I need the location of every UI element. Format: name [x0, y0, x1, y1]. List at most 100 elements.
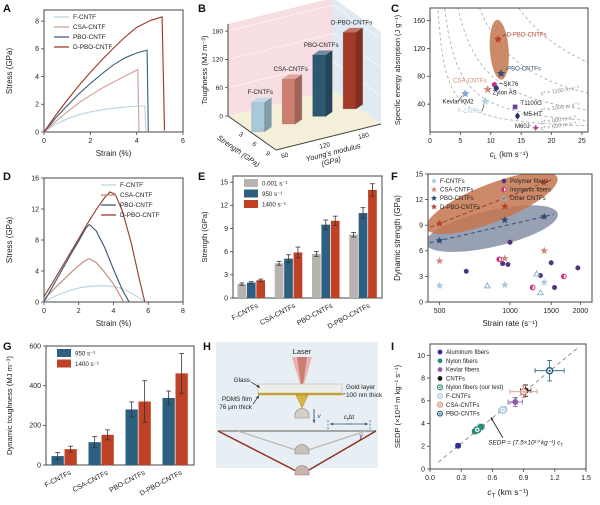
point-CSA-CNTFs	[540, 246, 548, 254]
svg-text:Toughness (MJ m⁻³): Toughness (MJ m⁻³)	[200, 35, 209, 104]
svg-text:F-CNTFs: F-CNTFs	[446, 394, 471, 400]
panel-H-chart: Laser Glass Gold layer 100 nm thick PDMS fil…	[200, 338, 386, 505]
svg-text:0.3: 0.3	[456, 475, 466, 482]
bar-CSA-CNTFs-1400 s⁻¹	[293, 252, 303, 298]
panel-C-chart: c* = 1100 m s⁻¹ c* = 1000 m s⁻¹ c* = 800 m…	[388, 0, 600, 168]
panel-F: F 500 1000 1500 2000 0 3 6 9 12 15 Strain rate (s⁻…	[388, 168, 600, 338]
svg-text:1.2: 1.2	[550, 475, 560, 482]
svg-text:Specific energy absorption (J: Specific energy absorption (J g⁻¹)	[393, 15, 402, 125]
svg-text:PDMS film: PDMS film	[222, 396, 252, 403]
svg-text:F-CNTFs: F-CNTFs	[440, 179, 465, 185]
svg-text:Gold layer: Gold layer	[346, 384, 376, 391]
svg-text:CSA-CNTFs: CSA-CNTFs	[274, 66, 308, 73]
svg-text:SEDP = (7.5×10¹⁰ kg⁻¹) cT: SEDP = (7.5×10¹⁰ kg⁻¹) cT	[488, 440, 563, 448]
point-F-CNTFs	[540, 278, 548, 286]
svg-text:PBO-CNTF: PBO-CNTF	[73, 34, 106, 41]
svg-text:0.6: 0.6	[488, 475, 498, 482]
point-Polymer fibers	[463, 268, 469, 274]
laser-beam-core	[297, 357, 307, 386]
series-D-PBO-CNTF	[43, 191, 146, 303]
series-F-CNTF	[43, 105, 147, 133]
bar-F-CNTFs-950 s⁻¹	[51, 456, 64, 465]
svg-text:Strain rate (s⁻¹): Strain rate (s⁻¹)	[482, 319, 538, 328]
svg-text:500: 500	[434, 308, 446, 315]
svg-text:2: 2	[88, 138, 92, 145]
svg-text:CSA-CNTFs: CSA-CNTFs	[440, 188, 473, 194]
svg-text:Polymer fibers: Polymer fibers	[510, 179, 548, 185]
svg-text:CSA-CNTFs: CSA-CNTFs	[259, 302, 297, 327]
svg-text:Strain (%): Strain (%)	[96, 149, 132, 158]
svg-text:120: 120	[212, 57, 223, 64]
svg-text:60: 60	[281, 152, 290, 161]
svg-text:Zylon AS: Zylon AS	[493, 90, 517, 96]
bar-D-PBO-CNTFs-0.001 s⁻¹	[349, 234, 358, 298]
svg-text:12: 12	[415, 197, 423, 204]
bar-PBO-CNTFs-1400 s⁻¹	[330, 220, 340, 298]
svg-text:180: 180	[212, 28, 223, 35]
svg-text:0: 0	[421, 466, 425, 473]
svg-text:400: 400	[29, 383, 41, 390]
svg-text:40: 40	[417, 102, 425, 109]
projectile	[294, 465, 310, 476]
bar-PBO-CNTFs-1400 s⁻¹	[138, 401, 151, 465]
point-PBO-CNTFs	[540, 212, 548, 220]
point-CSA-CNTFs	[501, 254, 509, 262]
ablation-plume	[295, 394, 309, 409]
panel-label-D: D	[3, 171, 11, 183]
svg-text:15: 15	[415, 171, 423, 178]
svg-text:0: 0	[42, 308, 46, 315]
panel-label-H: H	[203, 341, 211, 353]
trend-ellipses	[428, 174, 558, 252]
svg-text:Glass: Glass	[234, 377, 250, 384]
point-F-CNTFs	[501, 280, 509, 289]
svg-text:CSA-CNTF: CSA-CNTF	[120, 192, 152, 199]
point-M5-HT	[514, 112, 521, 120]
svg-text:600: 600	[29, 343, 41, 350]
svg-text:PBO-CNTFs: PBO-CNTFs	[446, 412, 480, 418]
svg-text:c* = 800 m s⁻¹: c* = 800 m s⁻¹	[540, 115, 577, 127]
svg-text:D-PBO-CNTF: D-PBO-CNTF	[73, 44, 113, 51]
svg-text:2: 2	[421, 444, 425, 451]
svg-text:0.0: 0.0	[425, 475, 435, 482]
svg-text:D-PBO-CNTFs: D-PBO-CNTFs	[507, 33, 547, 39]
panel-I: I 0.0 0.3 0.6 0.9 1.2 1.5 0 2 4 6 8 10 cT (km s⁻¹) SE…	[388, 338, 600, 505]
point-F-CNTFs	[481, 96, 490, 105]
legend: 950 s⁻¹ 1400 s⁻¹	[57, 349, 99, 368]
bar-CSA-CNTFs-950 s⁻¹	[284, 258, 293, 298]
point-T1100G	[512, 104, 518, 110]
point-Polymer fibers	[548, 260, 554, 266]
svg-text:SK76: SK76	[504, 82, 519, 88]
series-group	[43, 191, 146, 303]
svg-text:Strength (GPa): Strength (GPa)	[215, 133, 261, 168]
point-Aluminum fibers	[455, 442, 462, 449]
svg-text:8: 8	[181, 308, 185, 315]
svg-text:120: 120	[319, 141, 332, 151]
svg-text:Stress (GPa): Stress (GPa)	[5, 217, 14, 264]
point-M60J	[532, 124, 540, 132]
point-Polymer fibers	[505, 261, 511, 268]
svg-text:v: v	[317, 413, 321, 420]
series-CSA-CNTF	[43, 68, 140, 133]
svg-text:160: 160	[413, 18, 425, 25]
point-Inorganic fibers	[561, 274, 564, 279]
svg-text:Dynamic strength (GPa): Dynamic strength (GPa)	[393, 195, 402, 281]
projectile	[294, 408, 310, 419]
svg-text:D-PBO-CNTFs: D-PBO-CNTFs	[139, 469, 184, 497]
svg-text:c* = 600 m s⁻¹: c* = 600 m s⁻¹	[540, 121, 577, 133]
svg-text:6: 6	[224, 249, 228, 256]
svg-text:0.9: 0.9	[519, 475, 529, 482]
svg-text:F-CNTFs: F-CNTFs	[44, 469, 73, 489]
point-Inorganic fibers	[530, 285, 533, 290]
svg-text:10: 10	[417, 353, 425, 360]
panel-label-C: C	[391, 3, 399, 15]
point-CSA-CNTFs	[483, 85, 492, 94]
svg-text:Strain (%): Strain (%)	[96, 319, 132, 328]
svg-text:3: 3	[419, 274, 423, 281]
series-D-PBO-CNTF	[43, 16, 166, 133]
bar-D-PBO-CNTFs-950 s⁻¹	[358, 213, 368, 298]
panel-F-svg: 500 1000 1500 2000 0 3 6 9 12 15 Strain rate (s⁻¹)…	[393, 171, 593, 328]
legend: F-CNTF CSA-CNTF PBO-CNTF D-PBO-CNTF	[101, 182, 160, 219]
bar-D-PBO-CNTFs-1400 s⁻¹	[368, 189, 377, 298]
